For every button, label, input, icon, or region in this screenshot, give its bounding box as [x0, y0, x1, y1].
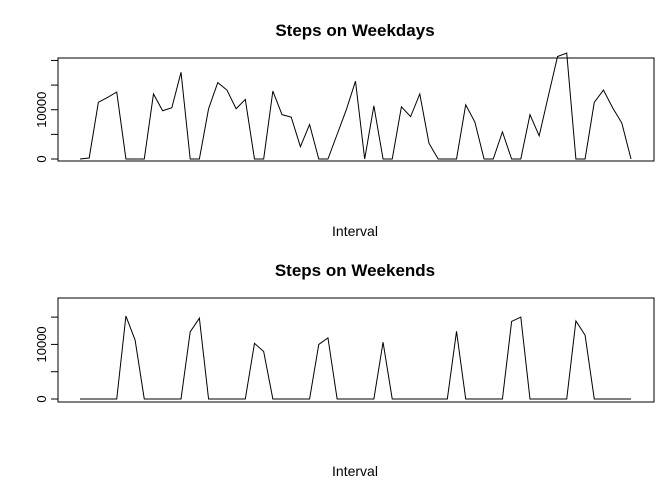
weekends-y-tick-label: 10000 [34, 326, 49, 362]
weekends-y-axis: 0 10000 [34, 317, 58, 403]
weekends-y-tick-label: 0 [34, 395, 49, 402]
weekdays-steps-line [80, 53, 631, 159]
weekdays-panel: Steps on Weekdays 0 10000 Interval [34, 21, 654, 239]
weekends-plot-frame [58, 298, 654, 402]
weekdays-x-axis-label: Interval [332, 223, 378, 239]
weekends-chart-title: Steps on Weekends [275, 261, 435, 280]
weekdays-plot-frame [58, 58, 654, 161]
weekdays-y-tick-label: 10000 [34, 92, 49, 128]
weekends-panel: Steps on Weekends 0 10000 Interval [34, 261, 654, 479]
weekdays-y-tick-label: 0 [34, 155, 49, 162]
weekdays-chart-title: Steps on Weekdays [275, 21, 434, 40]
weekends-steps-line [80, 316, 631, 399]
weekdays-y-axis: 0 10000 [34, 60, 58, 162]
weekends-x-axis-label: Interval [332, 463, 378, 479]
